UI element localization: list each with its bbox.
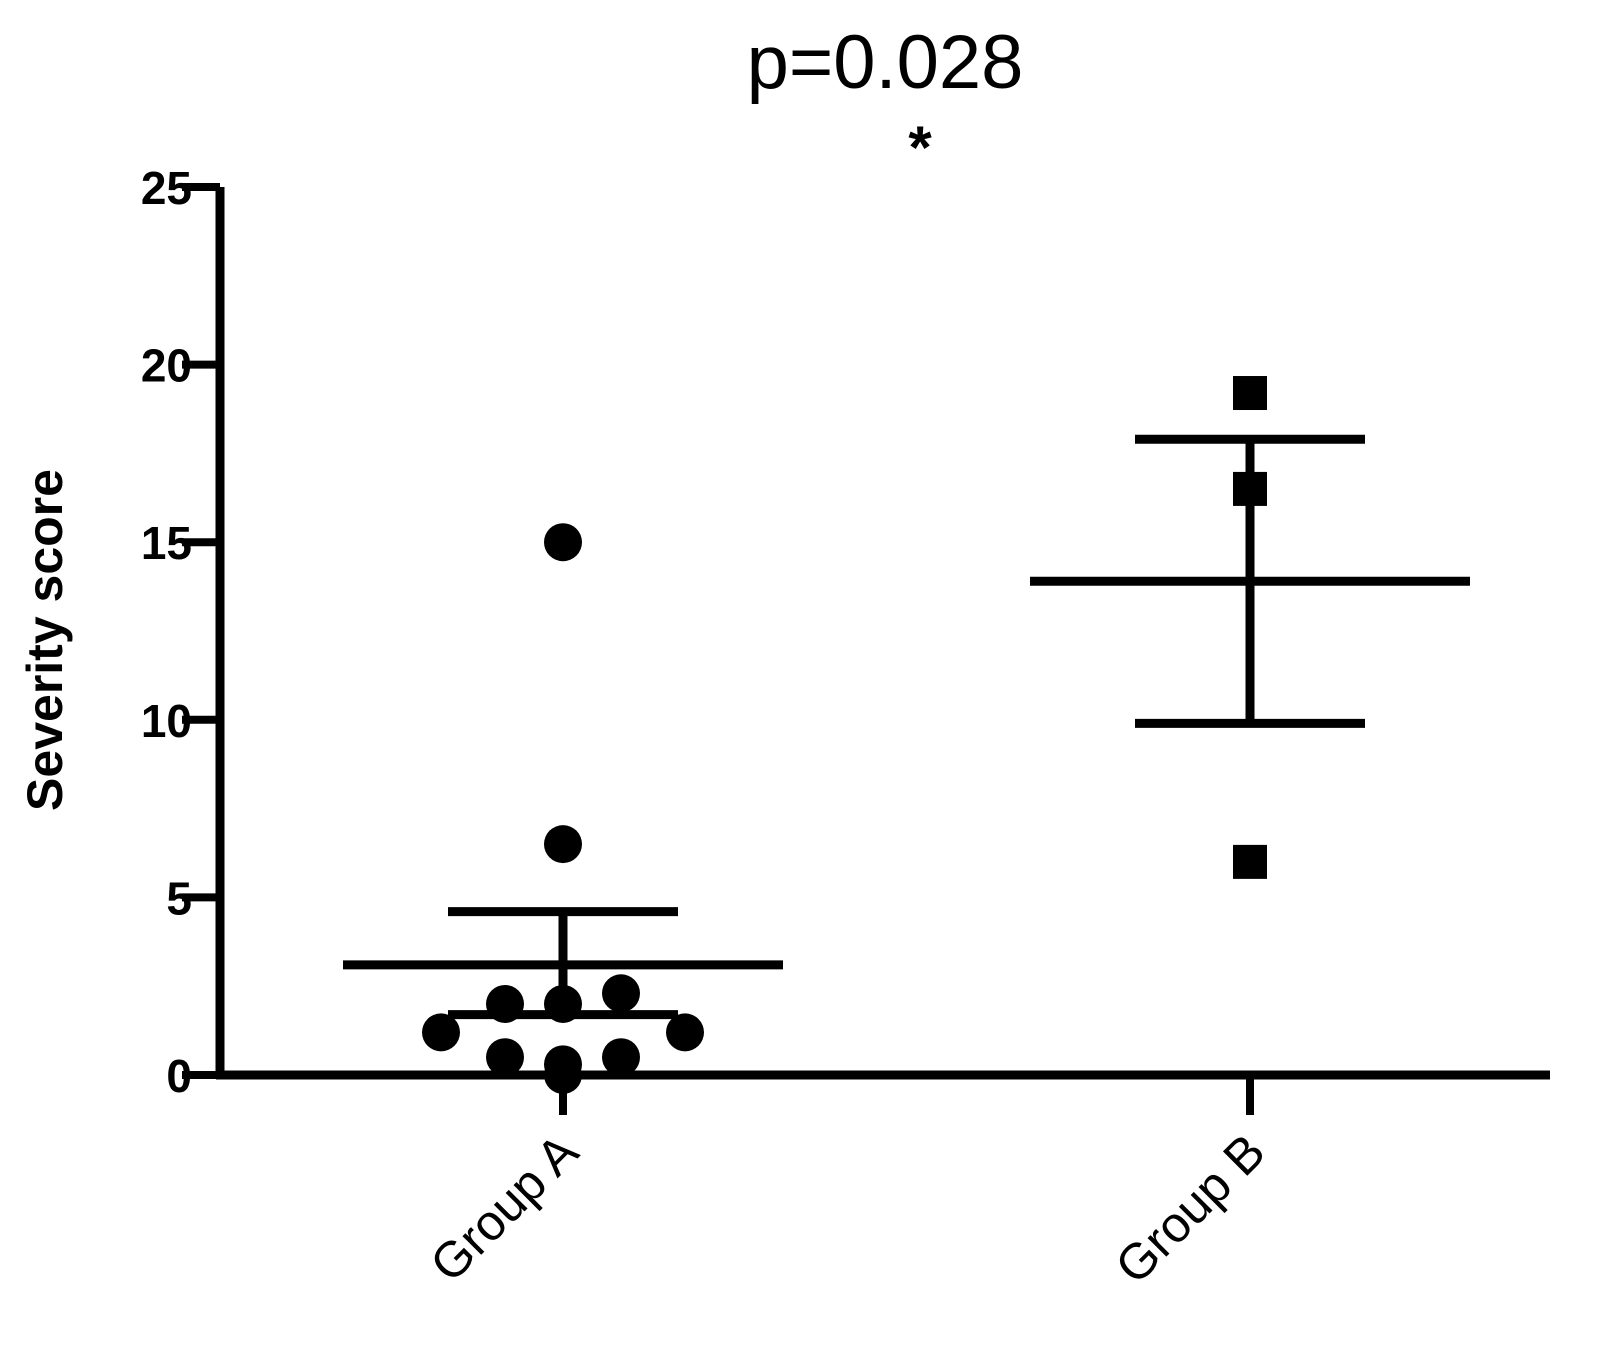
data-point (544, 825, 582, 864)
x-axis: Group A Group B (216, 1070, 1550, 1294)
data-point (602, 1038, 640, 1077)
data-point (666, 1013, 704, 1052)
significance-star: * (908, 114, 932, 181)
p-value-annotation: p=0.028 (747, 20, 1024, 105)
x-category-label: Group B (1105, 1123, 1276, 1294)
data-point (486, 1038, 524, 1077)
y-tick-label: 15 (141, 517, 192, 569)
y-axis: 0 5 10 15 20 25 (141, 162, 225, 1102)
data-point (1233, 376, 1267, 411)
y-tick-label: 10 (141, 695, 192, 747)
data-point (602, 974, 640, 1013)
y-tick-label: 25 (141, 162, 192, 214)
data-point (1233, 844, 1267, 879)
y-axis-label: Severity score (17, 469, 73, 811)
data-point (422, 1013, 460, 1052)
x-category-label: Group A (419, 1123, 589, 1293)
y-tick-label: 5 (166, 872, 192, 924)
data-point (544, 1045, 582, 1084)
y-tick-label: 0 (166, 1050, 192, 1102)
data-marks (343, 376, 1470, 1094)
data-point (544, 523, 582, 562)
y-tick-label: 20 (141, 340, 192, 392)
